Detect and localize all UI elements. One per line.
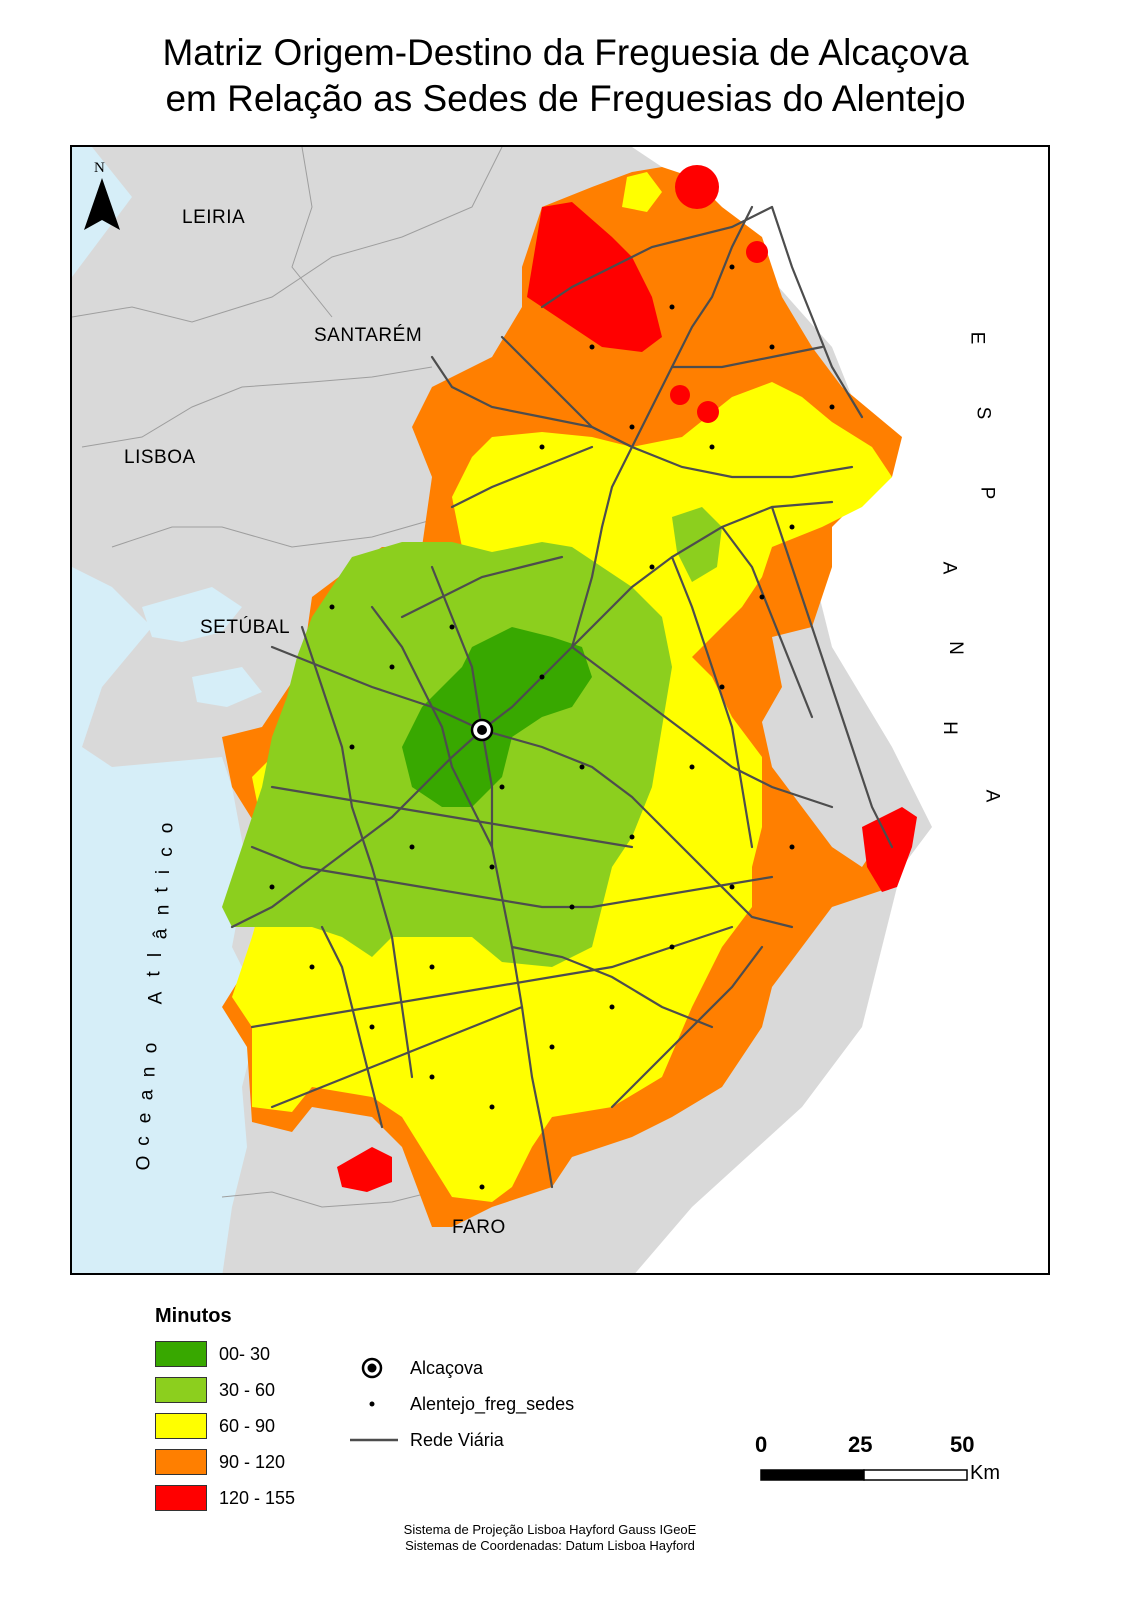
alcacova-marker xyxy=(470,718,494,742)
ocean-letter: i xyxy=(153,869,175,875)
map-title: Matriz Origem-Destino da Freguesia de Al… xyxy=(0,30,1131,122)
legend-roads-label: Rede Viária xyxy=(410,1429,504,1450)
symbol-legend: Alcaçova Alentejo_freg_sedes Rede Viária xyxy=(350,1350,574,1458)
ocean-letter: e xyxy=(134,1112,156,1124)
espanha-letter: P xyxy=(976,486,998,500)
north-arrow: N xyxy=(82,160,122,240)
scale-bar: 0 25 50 Km xyxy=(755,1432,1020,1502)
legend-swatch xyxy=(155,1377,207,1403)
legend-class-3: 90 - 120 xyxy=(155,1444,295,1480)
zone-0-30 xyxy=(402,627,592,807)
legend-label: 00- 30 xyxy=(219,1343,271,1364)
scale-tick-50: 50 xyxy=(950,1432,975,1457)
projection-footer: Sistema de Projeção Lisboa Hayford Gauss… xyxy=(0,1522,1100,1554)
sado-estuary xyxy=(192,667,262,707)
tejo-estuary xyxy=(142,587,242,642)
label-faro: FARO xyxy=(452,1217,506,1238)
label-setubal: SETÚBAL xyxy=(200,617,291,638)
legend: Minutos 00- 30 30 - 60 60 - 90 90 - 120 … xyxy=(155,1305,295,1516)
legend-swatch xyxy=(155,1485,207,1511)
legend-class-1: 30 - 60 xyxy=(155,1372,295,1408)
espanha-letter: E xyxy=(966,331,988,345)
freg-sedes-points xyxy=(269,264,835,1190)
road-network xyxy=(230,205,894,1189)
origin-symbol-icon xyxy=(350,1356,398,1380)
road-line-icon xyxy=(350,1428,398,1452)
legend-swatch xyxy=(155,1341,207,1367)
ocean-letter: A xyxy=(145,991,167,1005)
zone-120-155-ne xyxy=(675,165,719,209)
point-symbol-icon xyxy=(350,1392,398,1416)
legend-class-4: 120 - 155 xyxy=(155,1480,295,1516)
ocean-letter: c xyxy=(132,1136,154,1146)
zone-120-155-south xyxy=(337,1147,392,1192)
zone-120-155-spot-2 xyxy=(670,385,690,405)
legend-class-2: 60 - 90 xyxy=(155,1408,295,1444)
title-line-2: em Relação as Sedes de Freguesias do Ale… xyxy=(165,78,966,119)
zone-30-60-east xyxy=(672,507,722,582)
legend-label: 90 - 120 xyxy=(219,1451,286,1472)
ocean-letter: o xyxy=(156,822,178,834)
legend-label: 30 - 60 xyxy=(219,1379,276,1400)
ocean-letter: o xyxy=(140,1042,162,1054)
zone-120-155-north xyxy=(527,202,662,352)
legend-swatch xyxy=(155,1413,207,1439)
scale-unit: Km xyxy=(970,1462,1000,1484)
legend-sedes: Alentejo_freg_sedes xyxy=(350,1386,574,1422)
legend-sedes-label: Alentejo_freg_sedes xyxy=(410,1393,575,1414)
legend-swatch xyxy=(155,1449,207,1475)
zone-120-155-spot-1 xyxy=(746,241,768,263)
espanha-letter: S xyxy=(972,406,994,420)
ocean-letter: n xyxy=(138,1066,160,1078)
scale-tick-25: 25 xyxy=(848,1432,873,1457)
ocean-letter: c xyxy=(155,847,177,857)
spain-area xyxy=(632,147,1048,1273)
espanha-letter: A xyxy=(981,789,1003,803)
ocean-letter: l xyxy=(145,952,167,958)
ocean-letter: t xyxy=(143,971,165,977)
legend-label: 120 - 155 xyxy=(219,1487,296,1508)
legend-title: Minutos xyxy=(155,1305,232,1327)
espanha-letter: N xyxy=(944,641,966,655)
espanha-letter: A xyxy=(938,561,960,575)
ocean-letter: â xyxy=(150,928,172,940)
map-frame: LEIRIA SANTARÉM LISBOA SETÚBAL FARO E S … xyxy=(70,145,1050,1275)
zone-60-90-north xyxy=(622,172,662,212)
ocean-letter: t xyxy=(151,887,173,893)
legend-label: 60 - 90 xyxy=(219,1415,276,1436)
district-boundaries xyxy=(72,147,513,1208)
label-lisboa: LISBOA xyxy=(124,447,196,468)
label-santarem: SANTARÉM xyxy=(314,325,423,346)
espanha-letter: H xyxy=(938,721,960,735)
zone-120-155-east xyxy=(862,807,917,892)
scale-tick-0: 0 xyxy=(755,1432,768,1457)
ocean-letter: O xyxy=(133,1155,155,1171)
ocean-letter: n xyxy=(152,904,174,916)
ocean-letter: a xyxy=(136,1089,158,1101)
north-label: N xyxy=(94,160,105,176)
footer-line-1: Sistema de Projeção Lisboa Hayford Gauss… xyxy=(403,1522,697,1537)
map-canvas xyxy=(72,147,1048,1273)
label-leiria: LEIRIA xyxy=(182,207,246,228)
zone-120-155-spot-3 xyxy=(697,401,719,423)
scale-bar-graphic xyxy=(760,1469,968,1481)
legend-roads: Rede Viária xyxy=(350,1422,574,1458)
title-line-1: Matriz Origem-Destino da Freguesia de Al… xyxy=(162,32,969,73)
legend-origin: Alcaçova xyxy=(350,1350,574,1386)
legend-class-0: 00- 30 xyxy=(155,1336,295,1372)
footer-line-2: Sistemas de Coordenadas: Datum Lisboa Ha… xyxy=(405,1538,695,1553)
sea-atlantic xyxy=(72,567,262,1273)
legend-origin-label: Alcaçova xyxy=(410,1357,484,1378)
north-arrow-icon xyxy=(84,178,120,230)
